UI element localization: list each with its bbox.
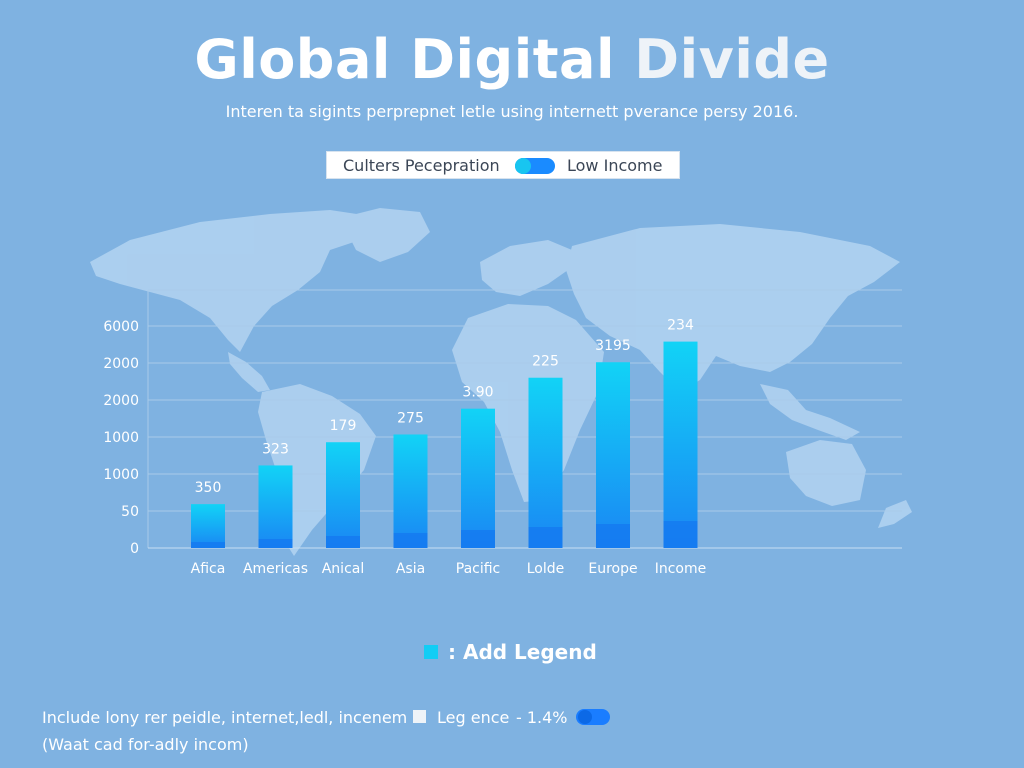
y-tick-label: 1000 — [103, 467, 139, 483]
footer-note-line-2: (Waat cad for-adly incom) — [42, 735, 249, 754]
bar-data-label: 275 — [397, 410, 424, 426]
chart-legend: : Add Legend — [424, 640, 597, 664]
toggle-right-label: Low Income — [567, 156, 663, 175]
bar-data-label: 234 — [667, 318, 694, 334]
x-tick-label: Pacific — [456, 561, 501, 577]
y-tick-label: 2000 — [103, 393, 139, 409]
y-tick-label: 2000 — [103, 356, 139, 372]
x-tick-label: Lolde — [527, 561, 565, 577]
bar-data-label: 179 — [330, 418, 357, 434]
bar — [258, 465, 293, 548]
bar-base — [663, 521, 698, 548]
bar-base — [528, 527, 563, 548]
bar — [191, 504, 225, 548]
footer-percent: - 1.4% — [516, 708, 568, 727]
title-part-1: Global Digital — [194, 28, 615, 91]
subtitle: Interen ta sigints perprepnet letle usin… — [225, 102, 799, 121]
bar — [596, 362, 630, 548]
bar — [528, 377, 563, 548]
bar-base — [258, 539, 293, 548]
bar-base — [596, 524, 630, 548]
legend-swatch — [424, 645, 438, 659]
bar — [461, 408, 495, 548]
x-tick-label: Anical — [322, 561, 365, 577]
bar-base — [393, 533, 428, 548]
bar-data-label: 225 — [532, 354, 559, 370]
y-tick-label: 50 — [121, 504, 139, 520]
bar-data-label: 3.90 — [462, 385, 493, 401]
y-tick-label: 1000 — [103, 430, 139, 446]
income-toggle-switch[interactable] — [515, 158, 555, 174]
x-tick-label: Asia — [396, 561, 425, 577]
footer-note-line-1: Include lony rer peidle, internet,ledl, … — [42, 708, 408, 727]
x-tick-label: Afica — [191, 561, 226, 577]
footer-legend-swatch — [413, 710, 426, 723]
y-tick-label: 6000 — [103, 319, 139, 335]
bar — [393, 434, 428, 548]
bar — [663, 341, 698, 548]
toggle-left-label: Culters Pecepration — [343, 156, 500, 175]
footer-legend-text: Leg ence — [437, 708, 510, 727]
y-tick-label: 0 — [130, 541, 139, 557]
x-tick-label: Americas — [243, 561, 308, 577]
bar-data-label: 3195 — [595, 338, 631, 354]
footer-toggle[interactable] — [576, 709, 610, 725]
page-title: Global Digital Divide — [0, 28, 1024, 91]
bar — [326, 442, 360, 548]
title-part-2: Divide — [634, 28, 830, 91]
income-toggle-box: Culters Pecepration Low Income — [326, 151, 680, 179]
x-tick-label: Income — [655, 561, 707, 577]
bar-data-label: 323 — [262, 441, 289, 457]
bar-base — [461, 530, 495, 548]
bar-base — [326, 536, 360, 548]
legend-label: : Add Legend — [448, 640, 597, 664]
bar-base — [191, 542, 225, 548]
bar-data-label: 350 — [195, 480, 222, 496]
x-tick-label: Europe — [588, 561, 637, 577]
